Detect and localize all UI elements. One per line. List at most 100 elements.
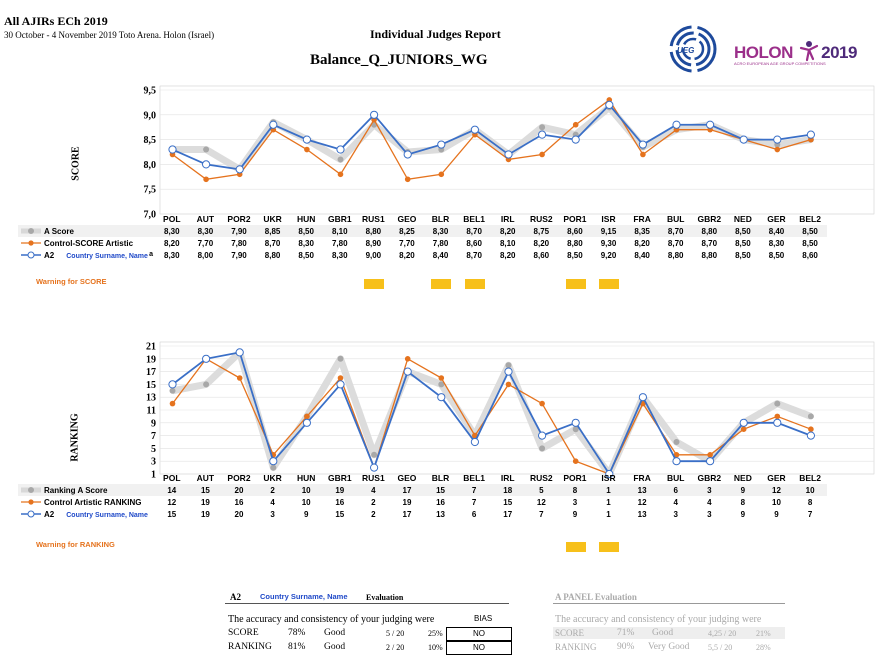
score-control-point xyxy=(438,171,445,178)
ranking-y-tick-label: 11 xyxy=(147,406,156,417)
evaluation-judge-name: Country Surname, Name xyxy=(260,592,348,601)
ranking-value-cell: 3 xyxy=(270,509,275,519)
ranking-value-cell: 4 xyxy=(270,497,275,507)
ranking-table-header-row: POL AUT POR2 UKR HUN GBR1 RUS1 GEO BLR BEL1 IRL RUS… xyxy=(18,472,827,484)
score-a2-point xyxy=(470,125,479,134)
score-category-label: BEL2 xyxy=(799,214,821,224)
ranking-control-point xyxy=(740,426,747,433)
eval-score-label: SCORE xyxy=(228,628,259,638)
legend-a-score-marker xyxy=(21,228,41,235)
score-value-cell: 8,80 xyxy=(701,250,718,260)
ranking-value-cell: 9 xyxy=(740,509,746,519)
report-title: Individual Judges Report xyxy=(370,27,501,41)
score-control-point xyxy=(640,151,646,158)
score-category-label: FRA xyxy=(633,214,651,224)
ranking-value-cell: 2 xyxy=(371,509,376,519)
score-value-cell: 8,60 xyxy=(533,250,550,260)
score-series-label: Control-SCORE Artistic xyxy=(18,237,155,249)
score-warning-label: Warning for SCORE xyxy=(36,277,107,286)
ranking-y-tick-label: 21 xyxy=(146,342,156,353)
panel-score-frac-pct: 21% xyxy=(756,629,771,638)
ranking-value-cell: 6 xyxy=(471,509,477,519)
bias-header: BIAS xyxy=(474,614,493,623)
score-value-cell: 9,00 xyxy=(365,250,382,260)
score-series-a2-line xyxy=(172,103,812,171)
ranking-a2-point xyxy=(302,418,311,427)
ranking-value-cell: 19 xyxy=(200,497,210,507)
ranking-category-label: BLR xyxy=(431,473,450,483)
ranking-a2-point xyxy=(806,431,816,440)
ranking-a2-point xyxy=(235,348,244,357)
ranking-category-label: BUL xyxy=(666,473,685,483)
ranking-value-cell: 5 xyxy=(539,485,544,495)
ranking-value-cell: 12 xyxy=(167,497,177,507)
ranking-category-label: FRA xyxy=(633,473,651,483)
ranking-value-cell: 13 xyxy=(637,509,647,519)
score-control-point xyxy=(774,146,781,153)
evaluation-judge-id: A2 xyxy=(230,592,241,602)
eval-score-bias: NO xyxy=(446,627,512,641)
score-series-a-score-line xyxy=(172,103,812,173)
score-y-tick-label: 8,0 xyxy=(144,160,157,171)
score-a2-point xyxy=(302,135,311,144)
score-value-cell: 8,00 xyxy=(197,250,214,260)
gymnast-icon xyxy=(800,41,819,62)
ranking-category-label: GER xyxy=(767,473,786,483)
score-category-label: BLR xyxy=(431,214,450,224)
evaluation-divider xyxy=(225,603,509,604)
ranking-a2-point xyxy=(269,457,278,466)
score-value-cell: 8,50 xyxy=(567,250,583,260)
score-control-point xyxy=(203,176,209,183)
score-value-cell: 8,70 xyxy=(264,238,281,248)
score-data-table: POL AUT POR2 UKR HUN GBR1 RUS1 GEO BLR BEL1 IRL RUS… xyxy=(18,213,827,261)
ranking-value-cell: 4 xyxy=(371,485,376,495)
ranking-y-tick-label: 19 xyxy=(146,354,156,365)
ranking-value-cell: 16 xyxy=(335,497,345,507)
ranking-value-cell: 18 xyxy=(503,485,513,495)
score-value-cell: 8,30 xyxy=(331,250,348,260)
panel-ranking-frac: 5,5 / 20 xyxy=(708,643,733,652)
ranking-a2-point xyxy=(638,393,648,402)
table-corner-cell xyxy=(18,213,155,225)
ranking-value-cell: 10 xyxy=(805,485,815,495)
score-value-cell: 8,10 xyxy=(499,238,516,248)
ranking-a-score-point xyxy=(505,362,512,369)
score-category-label: ISR xyxy=(601,214,616,224)
ranking-control-point xyxy=(774,413,781,420)
ranking-y-tick-label: 1 xyxy=(151,470,156,481)
score-series-label: A2 Country Surname, Name a xyxy=(18,249,155,261)
ranking-category-label: NED xyxy=(733,473,752,483)
score-value-cell: 8,50 xyxy=(802,226,818,236)
evaluation-title: Evaluation xyxy=(366,593,404,602)
ranking-control-point xyxy=(808,426,814,433)
score-category-label: GEO xyxy=(397,214,417,224)
ranking-series-a-score-line xyxy=(171,348,813,478)
score-value-cell: 7,80 xyxy=(331,238,348,248)
panel-score-grade: Good xyxy=(652,628,674,638)
ranking-value-cell: 17 xyxy=(503,509,513,519)
panel-score-label: SCORE xyxy=(555,628,585,638)
ranking-value-cell: 7 xyxy=(539,509,544,519)
ranking-y-tick-label: 3 xyxy=(151,457,156,468)
score-a2-point xyxy=(706,120,715,129)
judge-name: Country Surname, Name xyxy=(66,511,148,519)
ranking-value-cell: 20 xyxy=(234,509,244,519)
holon-logo-year: 2019 xyxy=(821,43,857,62)
eval-score-frac: 5 / 20 xyxy=(386,629,405,638)
score-a2-point xyxy=(806,130,816,139)
score-table-row: A2 Country Surname, Name a 8,30 8,00 7,90 8,8… xyxy=(18,249,827,261)
panel-accuracy-text: The accuracy and consistency of your jud… xyxy=(555,614,762,625)
ranking-value-cell: 3 xyxy=(707,509,712,519)
panel-row-stripe xyxy=(553,627,785,639)
table-corner-cell xyxy=(18,472,155,484)
score-value-cell: 8,10 xyxy=(331,226,348,236)
ranking-value-cell: 20 xyxy=(234,485,244,495)
score-a-score-point xyxy=(539,124,546,131)
ranking-a2-point xyxy=(504,367,513,376)
ranking-value-cell: 8 xyxy=(740,497,746,507)
ranking-value-cell: 13 xyxy=(637,485,647,495)
event-title: Balance_Q_JUNIORS_WG xyxy=(310,52,488,68)
holon-2019-logo: HOLON 2019 ACRO EUROPEAN AGE GROUP COMPE… xyxy=(728,26,878,76)
score-a2-point xyxy=(638,140,648,149)
score-value-cell: 7,90 xyxy=(231,250,247,260)
